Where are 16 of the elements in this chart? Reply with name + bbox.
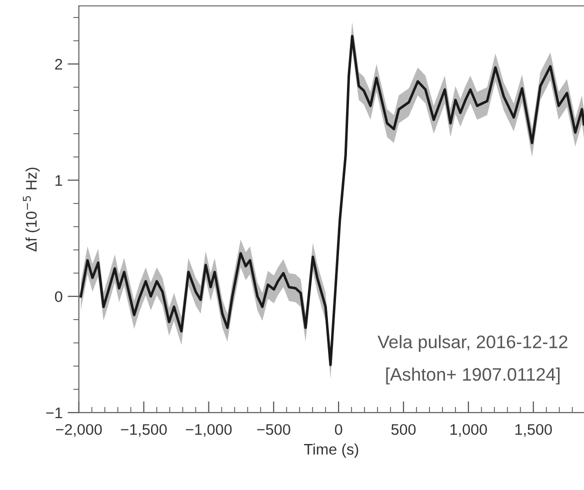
y-tick-label: −1 xyxy=(46,408,62,418)
y-tick-label: 0 xyxy=(54,291,62,302)
x-tick-label: 0 xyxy=(334,424,342,435)
x-axis-title: Time (s) xyxy=(304,443,358,458)
x-tick-label: 1,000 xyxy=(450,424,487,437)
annotation: [Ashton+ 1907.01124] xyxy=(386,368,560,384)
x-tick-label: −1,000 xyxy=(186,424,232,437)
x-tick-label: 1,500 xyxy=(515,424,552,437)
x-tick-label: −2,000 xyxy=(56,424,102,437)
x-tick-label: −1,500 xyxy=(120,424,167,437)
y-axis-title: Δf (10$^{−5}$ Hz) xyxy=(22,168,40,252)
y-tick-label: 1 xyxy=(56,175,62,186)
annotation: Vela pulsar, 2016-12-12 xyxy=(378,335,568,352)
x-tick-label: −500 xyxy=(257,424,290,435)
x-tick-label: 500 xyxy=(391,424,416,435)
y-tick-label: 2 xyxy=(55,58,62,70)
